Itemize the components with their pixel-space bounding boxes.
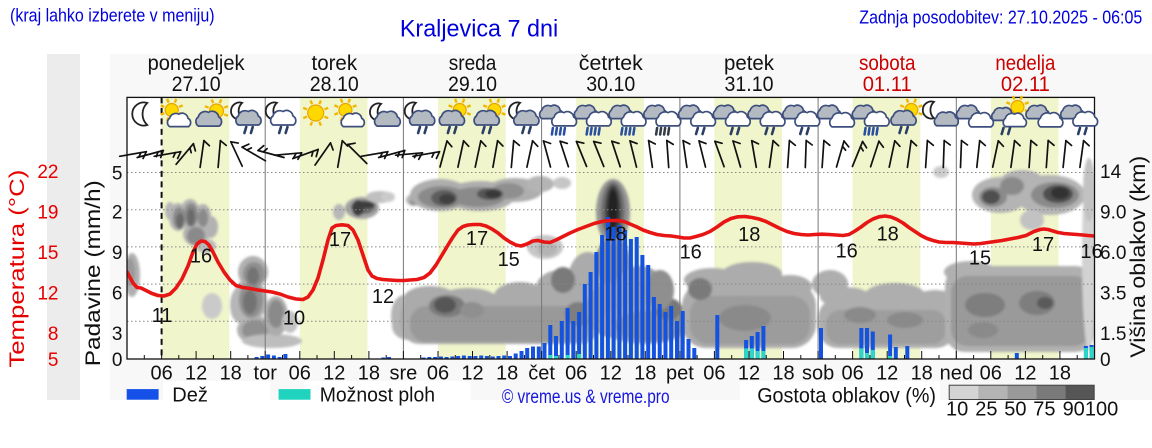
svg-text:29.10: 29.10: [448, 73, 497, 96]
svg-text:Kraljevica 7 dni: Kraljevica 7 dni: [400, 15, 558, 42]
svg-text:18: 18: [496, 363, 518, 385]
svg-text:5: 5: [112, 163, 123, 184]
svg-text:27.10: 27.10: [172, 73, 221, 96]
svg-text:75: 75: [1033, 399, 1055, 421]
svg-text:petek: petek: [724, 52, 774, 75]
svg-text:0: 0: [112, 350, 123, 371]
svg-text:3.5: 3.5: [1100, 283, 1126, 304]
svg-text:06: 06: [289, 363, 311, 385]
svg-text:5: 5: [48, 350, 59, 371]
svg-text:06: 06: [565, 363, 587, 385]
svg-text:12: 12: [185, 363, 207, 385]
svg-text:Višina oblakov (km): Višina oblakov (km): [1127, 156, 1150, 358]
svg-text:6.0: 6.0: [1100, 243, 1126, 264]
svg-text:9: 9: [112, 243, 123, 264]
svg-text:12: 12: [1014, 363, 1036, 385]
svg-text:100: 100: [1085, 399, 1118, 421]
svg-text:01.11: 01.11: [863, 73, 912, 96]
svg-text:Zadnja posodobitev: 27.10.2025: Zadnja posodobitev: 27.10.2025 - 06:05: [859, 8, 1142, 28]
svg-text:28.10: 28.10: [310, 73, 359, 96]
svg-text:18: 18: [772, 363, 794, 385]
svg-text:četrtek: četrtek: [579, 52, 643, 75]
svg-text:12: 12: [461, 363, 483, 385]
svg-text:10: 10: [283, 308, 305, 330]
svg-text:Dež: Dež: [172, 384, 208, 406]
svg-text:Temperatura (°C): Temperatura (°C): [6, 170, 29, 368]
svg-text:17: 17: [466, 228, 488, 250]
svg-text:16: 16: [190, 246, 212, 268]
svg-text:Padavine (mm/h): Padavine (mm/h): [82, 180, 105, 366]
svg-text:14: 14: [1100, 162, 1122, 183]
svg-text:12: 12: [372, 286, 394, 308]
svg-text:17: 17: [1032, 234, 1054, 256]
svg-text:8: 8: [48, 324, 59, 345]
svg-text:18: 18: [358, 363, 380, 385]
svg-text:16: 16: [836, 240, 858, 262]
svg-text:sreda: sreda: [449, 52, 497, 75]
svg-text:© vreme.us & vreme.pro: © vreme.us & vreme.pro: [502, 387, 670, 408]
svg-text:tor: tor: [254, 363, 278, 385]
svg-text:1.5: 1.5: [1100, 324, 1126, 345]
svg-text:18: 18: [1049, 363, 1071, 385]
svg-text:12: 12: [738, 363, 760, 385]
svg-text:12: 12: [323, 363, 345, 385]
svg-text:31.10: 31.10: [725, 73, 774, 96]
svg-text:12: 12: [37, 283, 58, 304]
svg-text:ponedeljek: ponedeljek: [148, 52, 245, 75]
svg-text:15: 15: [969, 248, 991, 270]
svg-text:ned: ned: [940, 363, 973, 385]
svg-text:18: 18: [738, 224, 760, 246]
svg-text:12: 12: [876, 363, 898, 385]
svg-text:02.11: 02.11: [1001, 73, 1050, 96]
svg-text:2: 2: [112, 203, 123, 224]
svg-text:16: 16: [1080, 241, 1102, 263]
svg-text:18: 18: [604, 223, 626, 245]
svg-text:3: 3: [112, 324, 123, 345]
svg-text:pet: pet: [666, 363, 694, 385]
svg-text:15: 15: [498, 249, 520, 271]
svg-text:17: 17: [329, 229, 351, 251]
svg-text:12: 12: [600, 363, 622, 385]
svg-text:18: 18: [634, 363, 656, 385]
svg-text:sobota: sobota: [859, 52, 916, 75]
svg-text:22: 22: [37, 162, 58, 183]
svg-text:Možnost ploh: Možnost ploh: [320, 384, 435, 406]
svg-text:19: 19: [37, 203, 58, 224]
svg-text:(kraj lahko izberete v meniju): (kraj lahko izberete v meniju): [10, 6, 215, 26]
svg-text:06: 06: [980, 363, 1002, 385]
svg-text:16: 16: [680, 242, 702, 264]
svg-text:30.10: 30.10: [586, 73, 635, 96]
svg-text:15: 15: [37, 243, 58, 264]
svg-text:50: 50: [1004, 399, 1026, 421]
svg-text:18: 18: [220, 363, 242, 385]
svg-text:06: 06: [427, 363, 449, 385]
svg-text:sob: sob: [802, 363, 834, 385]
svg-text:06: 06: [150, 363, 172, 385]
svg-text:0: 0: [1100, 350, 1111, 371]
svg-text:25: 25: [975, 399, 997, 421]
svg-text:11: 11: [152, 305, 173, 327]
svg-text:torek: torek: [312, 52, 358, 75]
svg-text:18: 18: [877, 224, 899, 246]
svg-text:06: 06: [703, 363, 725, 385]
svg-text:06: 06: [841, 363, 863, 385]
svg-text:čet: čet: [528, 363, 555, 385]
svg-text:10: 10: [946, 399, 968, 421]
svg-text:18: 18: [911, 363, 933, 385]
svg-text:Gostota oblakov (%): Gostota oblakov (%): [757, 384, 936, 407]
svg-text:nedelja: nedelja: [995, 52, 1055, 75]
svg-text:90: 90: [1063, 399, 1085, 421]
svg-text:6: 6: [112, 283, 123, 304]
svg-text:sre: sre: [390, 363, 418, 385]
svg-text:9.0: 9.0: [1100, 203, 1126, 224]
